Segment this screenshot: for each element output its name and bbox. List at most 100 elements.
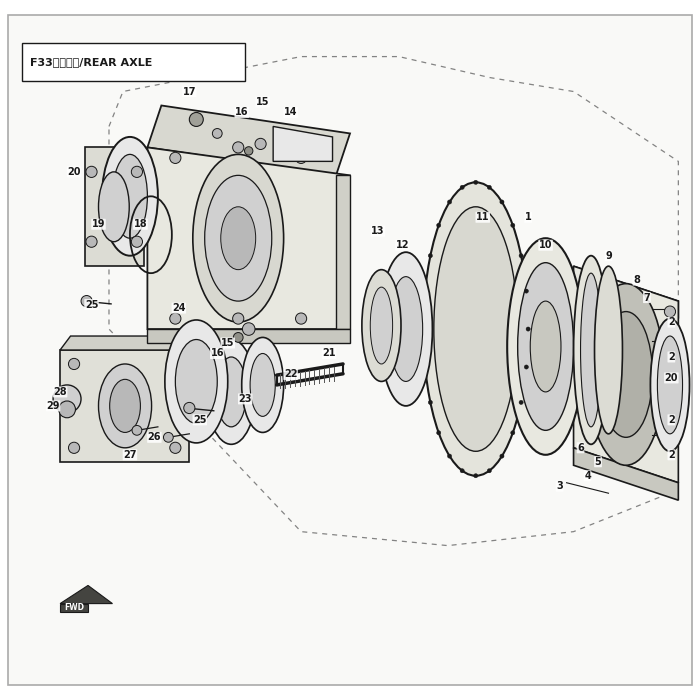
Ellipse shape: [580, 273, 601, 427]
Ellipse shape: [204, 175, 272, 301]
Circle shape: [86, 167, 97, 177]
Circle shape: [170, 442, 181, 454]
Text: 2: 2: [668, 450, 675, 460]
Text: 8: 8: [633, 275, 640, 285]
Circle shape: [170, 358, 181, 370]
Circle shape: [255, 139, 266, 150]
Circle shape: [423, 365, 427, 369]
Text: 28: 28: [53, 387, 67, 397]
Circle shape: [69, 358, 80, 370]
Circle shape: [664, 337, 676, 349]
Circle shape: [428, 400, 433, 405]
Circle shape: [500, 200, 504, 204]
Text: 18: 18: [134, 219, 147, 229]
Polygon shape: [573, 266, 678, 318]
Circle shape: [53, 385, 81, 413]
Polygon shape: [336, 175, 350, 329]
Text: 10: 10: [539, 240, 552, 250]
Ellipse shape: [206, 340, 256, 444]
Ellipse shape: [113, 155, 148, 238]
Circle shape: [526, 327, 530, 331]
Ellipse shape: [508, 238, 584, 455]
Circle shape: [232, 313, 244, 324]
Circle shape: [132, 426, 142, 435]
Text: 22: 22: [284, 370, 298, 379]
Circle shape: [524, 365, 528, 369]
Circle shape: [170, 153, 181, 164]
Ellipse shape: [250, 354, 275, 416]
Circle shape: [511, 430, 515, 435]
Circle shape: [212, 129, 222, 139]
Circle shape: [170, 313, 181, 324]
Circle shape: [664, 306, 676, 317]
Circle shape: [447, 454, 452, 458]
Text: 7: 7: [643, 293, 650, 302]
Ellipse shape: [110, 379, 141, 433]
Ellipse shape: [587, 284, 664, 466]
Circle shape: [437, 223, 441, 228]
Polygon shape: [148, 106, 350, 175]
Text: 24: 24: [172, 303, 186, 313]
Text: 15: 15: [256, 97, 270, 107]
Text: 4: 4: [584, 471, 591, 481]
Ellipse shape: [573, 256, 608, 444]
Ellipse shape: [99, 364, 152, 448]
Circle shape: [437, 430, 441, 435]
Circle shape: [428, 253, 433, 258]
Circle shape: [81, 295, 92, 307]
Circle shape: [423, 289, 427, 293]
Polygon shape: [60, 585, 113, 603]
Text: 16: 16: [211, 349, 224, 358]
FancyBboxPatch shape: [8, 15, 692, 685]
Circle shape: [132, 236, 143, 247]
Circle shape: [233, 332, 243, 342]
Ellipse shape: [175, 340, 217, 424]
Text: 25: 25: [85, 300, 98, 309]
Text: 1: 1: [525, 212, 531, 223]
Circle shape: [524, 289, 528, 293]
Text: 5: 5: [594, 457, 601, 467]
Polygon shape: [573, 266, 678, 483]
Text: 14: 14: [284, 108, 298, 118]
Circle shape: [460, 469, 464, 472]
Circle shape: [519, 253, 523, 258]
Circle shape: [519, 400, 523, 405]
Text: 15: 15: [221, 338, 234, 348]
Text: 9: 9: [605, 251, 612, 260]
Circle shape: [232, 142, 244, 153]
Circle shape: [59, 401, 76, 418]
Circle shape: [447, 200, 452, 204]
FancyBboxPatch shape: [22, 43, 245, 81]
Ellipse shape: [102, 137, 158, 256]
Ellipse shape: [424, 182, 528, 476]
Circle shape: [132, 167, 143, 177]
Polygon shape: [60, 603, 88, 612]
Circle shape: [295, 313, 307, 324]
Text: 11: 11: [476, 212, 489, 223]
Ellipse shape: [434, 206, 518, 452]
Circle shape: [69, 442, 80, 454]
Text: 27: 27: [123, 450, 136, 460]
Text: 13: 13: [371, 226, 385, 236]
Text: F33后桥总成/REAR AXLE: F33后桥总成/REAR AXLE: [30, 57, 153, 66]
Ellipse shape: [650, 318, 690, 452]
Text: 26: 26: [148, 433, 161, 442]
Text: 21: 21: [322, 349, 336, 358]
Circle shape: [189, 113, 203, 127]
Circle shape: [487, 186, 491, 190]
Ellipse shape: [370, 287, 393, 364]
Ellipse shape: [379, 252, 433, 406]
Circle shape: [664, 400, 676, 412]
Text: 2: 2: [668, 415, 675, 425]
Circle shape: [242, 323, 255, 335]
Circle shape: [474, 180, 478, 184]
Polygon shape: [85, 148, 144, 266]
Ellipse shape: [389, 276, 423, 382]
Circle shape: [664, 432, 676, 443]
Circle shape: [183, 402, 195, 414]
Text: FWD: FWD: [64, 603, 84, 612]
Circle shape: [500, 454, 504, 458]
Ellipse shape: [530, 301, 561, 392]
Ellipse shape: [99, 172, 130, 241]
Text: 16: 16: [235, 108, 248, 118]
